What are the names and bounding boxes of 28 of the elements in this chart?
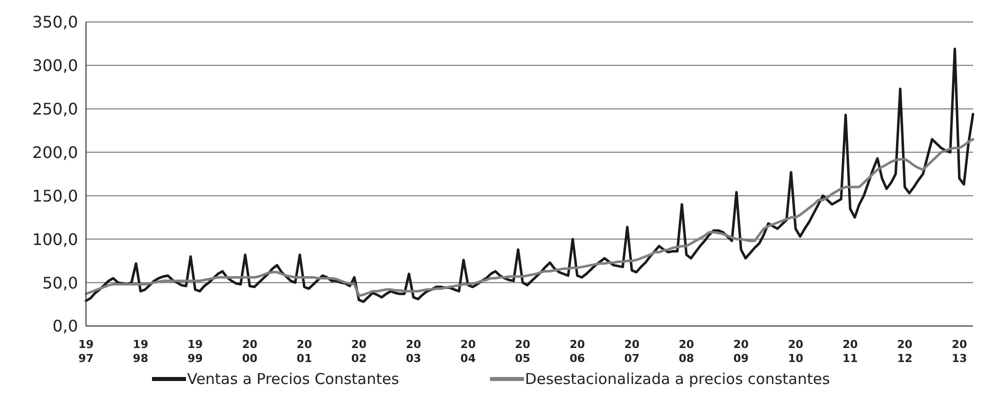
y-tick-label: 300,0: [32, 56, 78, 76]
x-tick-label: 20 12: [897, 338, 913, 365]
x-tick-label: 20 04: [460, 338, 476, 365]
x-tick-label: 19 99: [188, 338, 203, 365]
x-tick-label: 20 08: [678, 338, 694, 365]
x-tick-label: 20 00: [242, 338, 258, 365]
y-tick-label: 350,0: [32, 12, 78, 32]
x-tick-label: 20 09: [733, 338, 750, 365]
x-tick-label: 19 98: [132, 338, 148, 365]
x-tick-label: 20 05: [515, 338, 531, 365]
y-tick-label: 50,0: [42, 273, 78, 292]
line-series: [84, 138, 974, 297]
y-tick-label: 150,0: [32, 186, 78, 206]
legend-label: Ventas a Precios Constantes: [187, 370, 400, 388]
x-tick-label: 20 10: [788, 338, 804, 365]
y-tick-label: 0,0: [52, 316, 78, 336]
y-tick-label: 100,0: [32, 230, 78, 249]
x-tick-label: 20 06: [570, 338, 586, 365]
y-tick-label: 250,0: [32, 100, 78, 119]
x-tick-label: 19 97: [78, 338, 94, 365]
legend-label: Desestacionalizada a precios constantes: [525, 370, 830, 388]
x-tick-label: 20 02: [351, 338, 367, 365]
x-tick-label: 20 03: [406, 338, 422, 365]
x-tick-label: 20 13: [952, 338, 968, 365]
x-tick-label: 20 11: [842, 338, 858, 365]
x-tick-label: 20 07: [624, 338, 640, 365]
x-tick-label: 20 01: [296, 338, 312, 365]
y-tick-label: 200,0: [32, 142, 78, 162]
